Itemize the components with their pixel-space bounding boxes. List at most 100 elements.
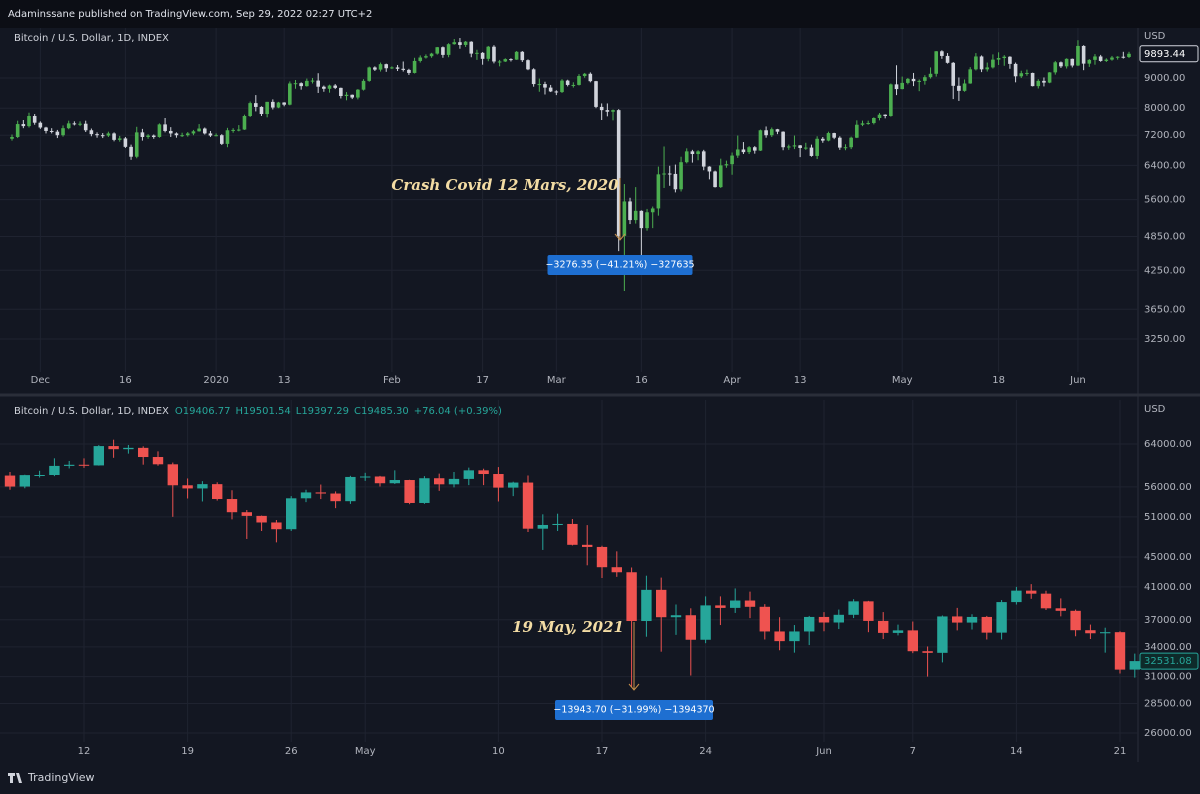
candle-body (345, 476, 356, 502)
candle-body (174, 133, 179, 136)
y-tick-label: 6400.00 (1144, 160, 1185, 171)
candle-body (679, 162, 683, 190)
candle-body (265, 101, 269, 115)
candle-body (384, 64, 389, 69)
pane-title: Bitcoin / U.S. Dollar, 1D, INDEX (14, 33, 169, 44)
candle-body (434, 478, 445, 485)
candle-body (508, 482, 519, 488)
y-tick-label: 64000.00 (1144, 439, 1192, 450)
candle-body (543, 84, 547, 88)
candle-body (219, 135, 224, 144)
candle-body (775, 129, 780, 132)
x-tick-label: 16 (119, 375, 132, 386)
candle-body (622, 201, 627, 236)
y-tick-label: 34000.00 (1144, 642, 1192, 653)
candle-body (44, 127, 48, 131)
x-tick-label: 17 (596, 746, 609, 757)
y-tick-label: 51000.00 (1144, 512, 1192, 523)
x-tick-label: 14 (1010, 746, 1023, 757)
candle-body (503, 59, 508, 62)
candle-body (894, 84, 899, 90)
candle-body (514, 51, 519, 60)
candle-body (522, 482, 534, 529)
candle-body (641, 589, 652, 622)
x-tick-label: 21 (1114, 746, 1127, 757)
candle-body (412, 60, 417, 73)
candle-body (197, 128, 201, 132)
candle-body (55, 131, 60, 136)
y-tick-label: 7200.00 (1144, 130, 1185, 141)
candle-body (448, 478, 460, 485)
measure-label: −3276.35 (−41.21%) −327635 (545, 260, 694, 271)
last-price-tag (1139, 45, 1199, 63)
candle-body (872, 117, 876, 124)
candle-body (667, 173, 672, 175)
candle-body (744, 600, 756, 607)
currency-label: USD (1144, 404, 1166, 415)
candle-body (469, 41, 474, 54)
candle-body (330, 493, 341, 502)
candle-body (32, 116, 37, 123)
candle-body (356, 89, 360, 98)
candle-body (849, 137, 853, 148)
header-bar (0, 0, 1200, 28)
candle-body (83, 123, 88, 131)
candle-body (27, 116, 31, 127)
x-tick-label: 2020 (203, 375, 228, 386)
candle-body (759, 606, 770, 632)
measure-box (547, 255, 693, 275)
candle-body (123, 138, 128, 147)
candle-body (1098, 56, 1103, 61)
candle-body (180, 135, 184, 137)
candle-body (633, 210, 638, 221)
candle-body (645, 212, 649, 229)
candle-body (225, 130, 230, 144)
candle-body (1026, 590, 1037, 594)
candle-body (991, 59, 995, 68)
candles (4, 439, 1140, 688)
candle-body (670, 615, 682, 618)
candle-body (446, 44, 451, 55)
candle-body (182, 485, 193, 489)
candle-body (463, 470, 474, 479)
last-price-label: 32531.08 (1144, 656, 1192, 667)
candle-body (100, 135, 105, 137)
candle-body (730, 155, 734, 165)
y-tick-label: 4850.00 (1144, 231, 1185, 242)
candle-body (64, 464, 75, 466)
candle-body (271, 101, 275, 108)
candle-body (804, 147, 808, 149)
candle-body (140, 132, 145, 137)
candle-body (537, 84, 542, 86)
candle-body (798, 145, 802, 148)
candle-body (497, 61, 502, 63)
candle-body (526, 60, 530, 70)
brand-logo (8, 773, 22, 783)
candle-body (628, 201, 632, 221)
candle-body (66, 123, 71, 129)
candle-body (952, 616, 963, 623)
candle-body (996, 602, 1007, 633)
candle-body (167, 464, 178, 486)
candle-body (333, 85, 337, 88)
candle-body (34, 475, 45, 477)
candle-body (940, 51, 944, 56)
candle-body (305, 80, 309, 87)
candle-body (917, 80, 921, 82)
candle-body (554, 91, 559, 93)
candle-body (626, 572, 637, 622)
legend-value: L19397.29 (296, 406, 349, 417)
candle-body (685, 615, 696, 640)
candle-body (401, 68, 406, 70)
candle-body (418, 57, 423, 61)
candle-body (293, 83, 298, 85)
candle-body (599, 106, 604, 111)
candle-body (441, 47, 445, 55)
candle-body (900, 82, 904, 90)
candle-body (21, 124, 26, 127)
pane-title: Bitcoin / U.S. Dollar, 1D, INDEX (14, 406, 169, 417)
last-price-tag (1139, 652, 1199, 670)
x-tick-label: 26 (285, 746, 298, 757)
candle-body (1064, 58, 1069, 67)
